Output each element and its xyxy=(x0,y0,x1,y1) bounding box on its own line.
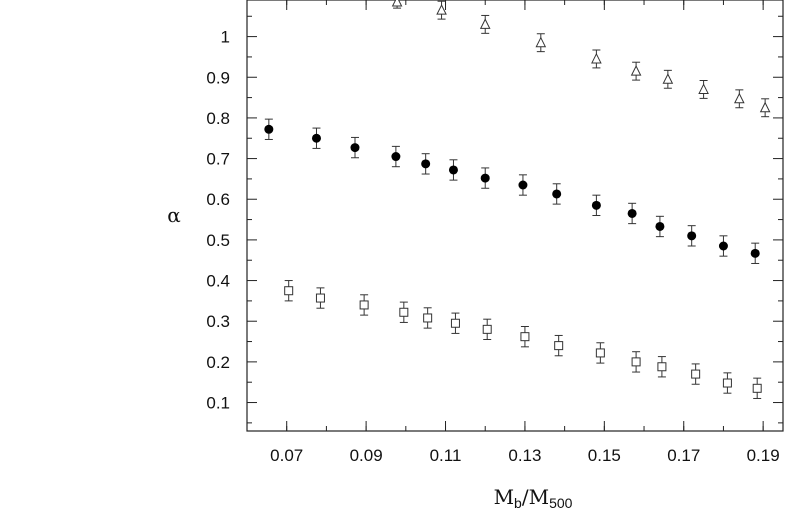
x-axis-label-sub-b: b xyxy=(514,495,522,511)
x-tick-label: 0.13 xyxy=(508,446,541,465)
data-point-triangle xyxy=(436,4,447,15)
x-tick-label: 0.11 xyxy=(430,446,462,465)
x-axis-label-separator: /M xyxy=(522,485,549,509)
data-point-circle xyxy=(687,231,697,241)
data-point-square xyxy=(359,300,369,310)
data-point-circle xyxy=(264,124,274,134)
data-point-square xyxy=(554,341,564,351)
x-axis-label-main: M xyxy=(494,485,514,509)
data-point-circle xyxy=(627,208,637,218)
data-point-square xyxy=(315,293,325,303)
series-circle-filled xyxy=(264,118,760,264)
series-square-open xyxy=(284,280,762,399)
data-point-square xyxy=(595,348,605,358)
plot-frame xyxy=(246,0,784,432)
data-point-square xyxy=(722,378,732,388)
data-point-circle xyxy=(350,143,360,153)
data-point-circle xyxy=(750,248,760,258)
y-tick-label: 0.3 xyxy=(206,312,230,331)
data-point-circle xyxy=(311,133,321,143)
y-tick-labels: 0.1 0.2 0.3 0.4 0.5 0.6 0.7 0.8 0.9 1 xyxy=(206,28,230,413)
series-triangle-open xyxy=(391,0,771,118)
y-tick-label: 0.7 xyxy=(206,150,230,169)
y-tick-label: 0.1 xyxy=(206,394,230,413)
data-point-triangle xyxy=(535,36,547,48)
x-tick-label: 0.17 xyxy=(667,446,700,465)
data-point-square xyxy=(691,369,701,379)
data-point-circle xyxy=(518,180,528,190)
data-point-square xyxy=(423,313,433,323)
x-tick-labels: 0.07 0.09 0.11 0.13 0.15 0.17 0.19 xyxy=(270,446,780,465)
y-tick-label: 0.5 xyxy=(206,231,230,250)
y-axis-label: α xyxy=(167,203,181,227)
y-tick-label: 1 xyxy=(221,28,230,47)
x-tick-label: 0.07 xyxy=(270,446,303,465)
y-tick-label: 0.6 xyxy=(206,190,230,209)
data-point-triangle xyxy=(479,18,491,29)
y-tick-label: 0.9 xyxy=(206,68,230,87)
data-points xyxy=(264,0,771,399)
axis-ticks xyxy=(247,0,783,431)
data-point-circle xyxy=(591,200,601,210)
data-point-square xyxy=(284,286,294,296)
data-point-circle xyxy=(421,159,431,169)
data-point-triangle xyxy=(391,0,403,7)
x-tick-label: 0.19 xyxy=(747,446,780,465)
data-point-circle xyxy=(448,165,458,175)
x-tick-label: 0.15 xyxy=(588,446,621,465)
data-point-square xyxy=(631,357,641,367)
data-point-square xyxy=(450,318,460,328)
data-point-square xyxy=(399,307,409,317)
data-point-circle xyxy=(718,241,728,251)
data-point-square xyxy=(520,332,530,342)
data-point-triangle xyxy=(630,65,642,76)
data-point-circle xyxy=(552,189,562,199)
data-point-circle xyxy=(391,152,401,162)
data-point-triangle xyxy=(734,92,745,104)
x-tick-label: 0.09 xyxy=(350,446,383,465)
y-tick-label: 0.4 xyxy=(206,272,230,291)
y-tick-label: 0.8 xyxy=(206,109,230,128)
data-point-circle xyxy=(480,173,490,183)
data-point-triangle xyxy=(591,52,602,64)
data-point-square xyxy=(657,362,667,372)
data-point-triangle xyxy=(698,83,709,94)
data-point-circle xyxy=(655,221,665,231)
y-tick-label: 0.2 xyxy=(206,353,230,372)
data-point-triangle xyxy=(662,73,674,84)
x-axis-label-sub-500: 500 xyxy=(549,495,573,511)
x-axis-label: Mb/M500 xyxy=(494,485,573,511)
data-point-square xyxy=(752,383,762,393)
data-point-square xyxy=(482,324,492,334)
data-point-triangle xyxy=(759,101,771,113)
